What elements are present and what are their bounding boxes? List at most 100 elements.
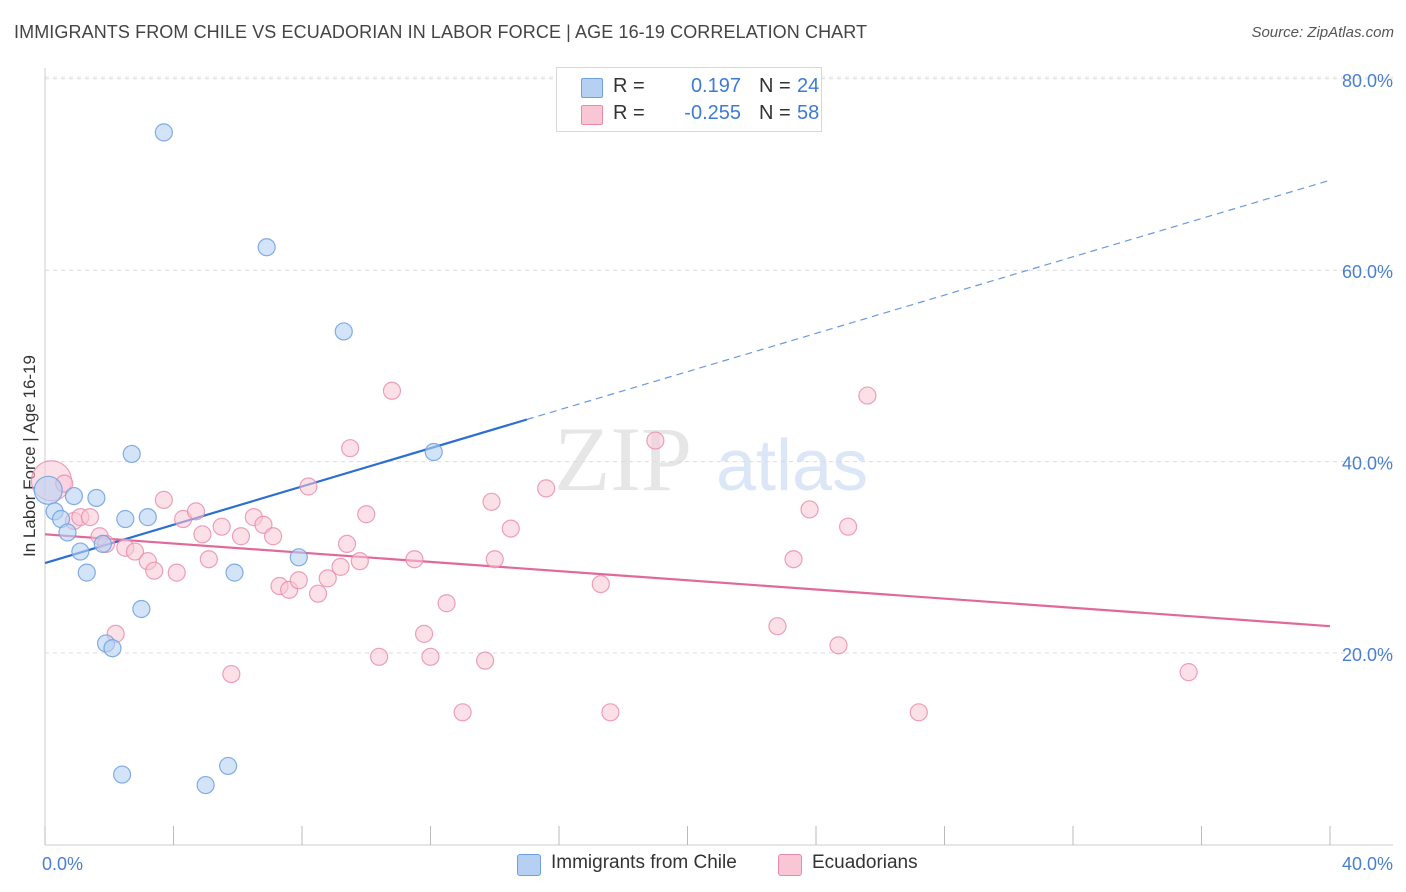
ecuadorians-point <box>167 563 186 582</box>
chile-point <box>71 542 90 561</box>
ecuadorians-point <box>370 647 389 666</box>
ecuadorians-point <box>453 703 472 722</box>
ecuadorians-point <box>231 527 251 546</box>
legend-swatch-chile <box>581 78 603 98</box>
gridlines <box>45 76 1393 654</box>
chile-trend-line <box>44 418 528 565</box>
watermark: ZIP atlas <box>554 408 868 510</box>
legend-n-value: 58 <box>797 102 820 124</box>
ecuadorians-point <box>437 594 456 613</box>
chile-point <box>112 765 132 784</box>
ecuadorians-point <box>212 517 231 536</box>
chile-point <box>122 444 141 464</box>
ecuadorians-point <box>357 505 376 524</box>
ecuadorians-point <box>318 569 337 588</box>
watermark-zip: ZIP <box>554 408 692 510</box>
y-axis-label: In Labor Force | Age 16-19 <box>20 355 39 557</box>
ecuadorians-point <box>222 664 241 684</box>
ecuadorians-point <box>331 557 350 576</box>
legend-swatch-ecuadorians <box>581 105 603 125</box>
ecuadorians-point <box>485 550 504 569</box>
trend-lines <box>44 179 1331 628</box>
ecuadorians-point <box>800 500 819 519</box>
x-axis-min-label: 0.0% <box>42 854 83 874</box>
ecuadorians-point <box>263 527 283 546</box>
chile-point <box>77 563 96 582</box>
chile-point <box>424 442 443 462</box>
chile-point <box>257 238 276 257</box>
ecuadorians-trend-line <box>44 533 1331 628</box>
chile-point <box>154 123 173 142</box>
ecuadorians-point <box>646 431 665 450</box>
ecuadorians-point <box>591 574 610 594</box>
legend-r-value: 0.197 <box>690 75 741 97</box>
chile-points <box>33 123 443 795</box>
ecuadorians-point <box>199 550 218 569</box>
chile-point <box>289 548 308 567</box>
chile-point <box>219 756 238 776</box>
watermark-atlas: atlas <box>716 426 868 506</box>
ecuadorians-point <box>308 584 328 603</box>
legend-n-label: N = <box>759 75 791 97</box>
ecuadorians-point <box>784 550 803 569</box>
ecuadorians-point <box>289 571 308 590</box>
ecuadorians-point <box>299 477 318 496</box>
legend-r-value: -0.255 <box>684 102 741 124</box>
chile-point <box>58 523 77 542</box>
ecuadorians-point <box>537 479 556 498</box>
chile-point <box>64 486 84 506</box>
ecuadorians-point <box>186 502 206 521</box>
ecuadorians-point <box>350 552 369 571</box>
y-tick-labels: 80.0% 60.0% 40.0% 20.0% <box>1342 71 1393 665</box>
x-axis-max-label: 40.0% <box>1342 854 1393 874</box>
ecuadorians-point <box>839 517 858 536</box>
ecuadorians-point <box>154 490 173 509</box>
axes <box>44 68 1393 846</box>
bottom-legend-swatch-chile <box>517 854 541 876</box>
correlation-legend: R = 0.197 N = 24 R = -0.255 N = 58 <box>556 67 822 132</box>
chart-title: IMMIGRANTS FROM CHILE VS ECUADORIAN IN L… <box>14 22 868 42</box>
ecuadorians-point <box>476 651 495 670</box>
ecuadorians-point <box>337 534 357 554</box>
chile-point <box>103 639 122 658</box>
bottom-legend-label-chile: Immigrants from Chile <box>551 852 737 873</box>
ecuadorians-point <box>909 703 928 722</box>
legend-r-label: R = <box>613 102 645 124</box>
source-label: Source: ZipAtlas.com <box>1251 24 1394 41</box>
chile-point <box>196 775 215 795</box>
chile-point <box>93 534 112 554</box>
legend-n-label: N = <box>759 102 791 124</box>
bottom-legend-label-ecuadorians: Ecuadorians <box>812 852 918 873</box>
ecuadorians-point <box>145 561 164 580</box>
ecuadorians-point <box>341 439 360 458</box>
ecuadorians-point <box>405 550 424 569</box>
ecuadorians-point <box>482 492 501 511</box>
y-tick-label: 80.0% <box>1342 71 1393 91</box>
chile-trend-extension <box>526 179 1331 421</box>
ecuadorians-point <box>193 525 212 544</box>
legend-r-label: R = <box>613 75 645 97</box>
y-tick-label: 60.0% <box>1342 262 1393 282</box>
y-tick-label: 40.0% <box>1342 454 1393 474</box>
chile-point <box>132 599 151 619</box>
ecuadorians-point <box>421 647 440 666</box>
chile-point <box>116 509 135 529</box>
ecuadorians-point <box>601 703 620 722</box>
ecuadorians-point <box>1179 663 1198 682</box>
ecuadorians-point <box>501 519 520 538</box>
chile-point <box>138 508 157 527</box>
chile-point <box>33 475 63 505</box>
ecuadorians-point <box>414 624 434 643</box>
ecuadorians-point <box>858 386 877 405</box>
chile-point <box>334 322 353 341</box>
ecuadorians-point <box>382 381 402 400</box>
bottom-legend-swatch-ecuadorians <box>778 854 802 876</box>
chile-point <box>87 488 106 508</box>
ecuadorians-point <box>125 542 145 561</box>
chile-point <box>225 563 244 582</box>
ecuadorians-point <box>768 617 787 636</box>
y-tick-label: 20.0% <box>1342 645 1393 665</box>
ecuadorians-point <box>80 508 100 527</box>
ecuadorians-point <box>829 636 848 655</box>
